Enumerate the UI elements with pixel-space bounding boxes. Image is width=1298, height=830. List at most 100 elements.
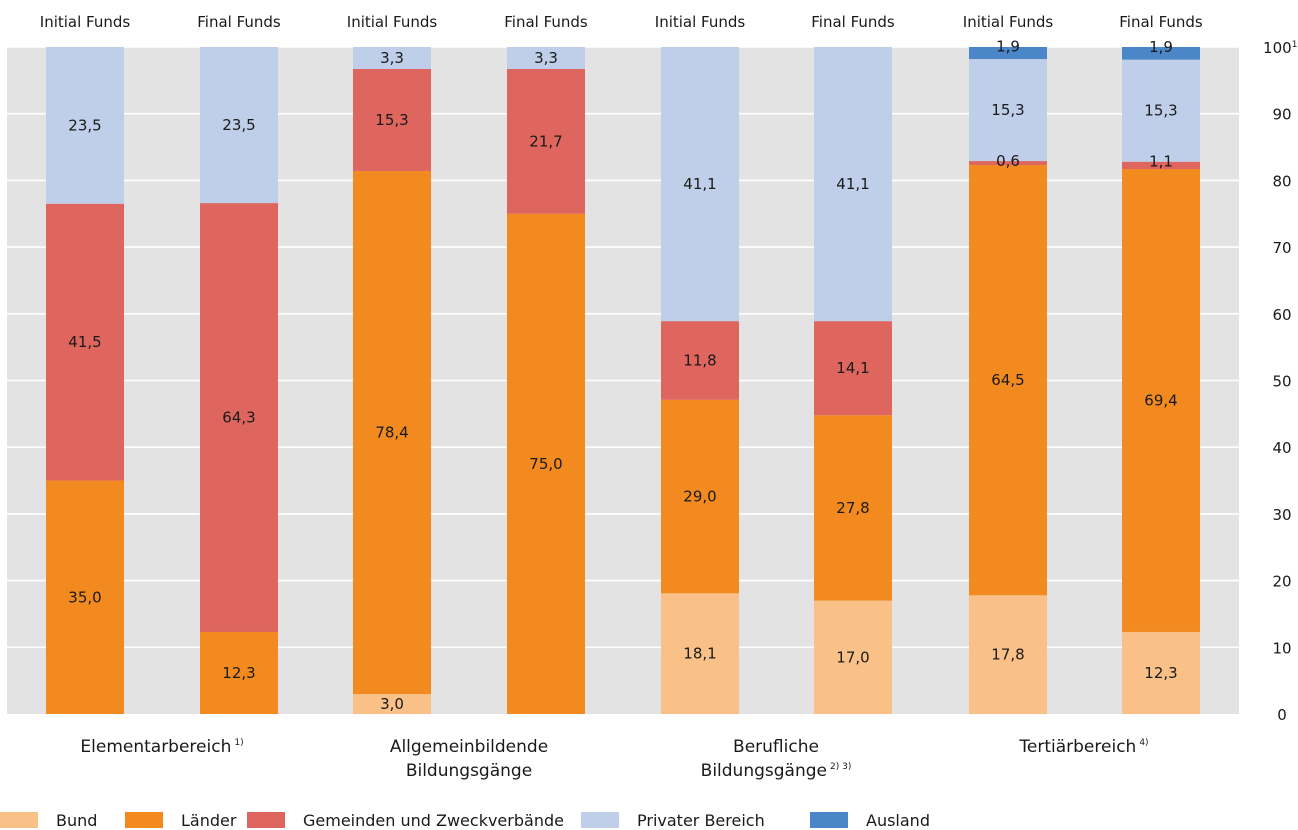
y-tick-label: 80 <box>1272 172 1291 190</box>
y-tick-label: 50 <box>1272 373 1291 391</box>
bar-segment-gemeinden-und-zweckverb-nde <box>46 203 124 481</box>
data-label: 3,3 <box>534 49 558 67</box>
data-label: 78,4 <box>375 424 408 442</box>
data-label: 64,5 <box>991 371 1024 389</box>
legend-swatch <box>810 812 848 828</box>
bar-top-labels: Initial Funds Final Funds Initial Funds Fin… <box>40 13 1203 31</box>
bar-category-label: Initial Funds <box>347 13 438 31</box>
bar-category-label: Final Funds <box>197 13 281 31</box>
data-label: 64,3 <box>222 409 255 427</box>
bar-segment-bund <box>661 593 739 714</box>
bar-segment-privater-bereich <box>969 59 1047 162</box>
value-labels: 35,0 41,5 23,5 12,3 64,3 23,5 3,0 78,4 15,3 3,3 75… <box>68 37 1177 713</box>
legend-label: Privater Bereich <box>637 810 765 830</box>
data-label: 41,5 <box>68 333 101 351</box>
data-label: 35,0 <box>68 588 101 606</box>
group-labels: Elementarbereich 1) Allgemeinbildende Bildu… <box>80 737 1148 781</box>
data-label: 17,0 <box>836 648 869 666</box>
bar-segment-l-nder <box>814 415 892 601</box>
bar-segment-ausland <box>969 47 1047 60</box>
legend-swatch <box>247 812 285 828</box>
data-label: 11,8 <box>683 351 716 369</box>
bar-segment-bund <box>353 693 431 714</box>
y-tick-label: 20 <box>1272 573 1291 591</box>
bar-segment-l-nder <box>353 171 431 694</box>
legend-swatch <box>125 812 163 828</box>
y-tick-label: 1001) <box>1263 39 1298 57</box>
data-label: 29,0 <box>683 488 716 506</box>
bar-segment-gemeinden-und-zweckverb-nde <box>1122 161 1200 170</box>
data-label: 21,7 <box>529 132 562 150</box>
bar-segment-l-nder <box>969 165 1047 596</box>
bar-segment-privater-bereich <box>661 47 739 322</box>
group-label: Bildungsgänge <box>406 761 532 781</box>
legend-swatch <box>581 812 619 828</box>
data-label: 23,5 <box>222 116 255 134</box>
bar-segment-gemeinden-und-zweckverb-nde <box>661 321 739 400</box>
data-label: 12,3 <box>222 664 255 682</box>
data-label: 23,5 <box>68 116 101 134</box>
data-label: 15,3 <box>375 111 408 129</box>
legend-item: Länder <box>125 810 236 830</box>
bar-segment-l-nder <box>1122 169 1200 632</box>
bar-segment-privater-bereich <box>507 47 585 70</box>
data-label: 1,9 <box>1149 38 1173 56</box>
legend-label: Länder <box>181 810 237 830</box>
data-label: 12,3 <box>1144 664 1177 682</box>
data-label: 18,1 <box>683 645 716 663</box>
legend: Bund Länder Gemeinden und Zweckverbände Pri… <box>0 810 1298 830</box>
bar-segment-privater-bereich <box>353 47 431 70</box>
bar-category-label: Final Funds <box>1119 13 1203 31</box>
y-tick-label: 10 <box>1272 639 1291 657</box>
bar-segment-l-nder <box>507 213 585 714</box>
bar-segment-l-nder <box>200 631 278 714</box>
legend-item: Privater Bereich <box>581 810 765 830</box>
legend-label: Ausland <box>866 810 930 830</box>
data-label: 15,3 <box>991 101 1024 119</box>
bar-segment-gemeinden-und-zweckverb-nde <box>507 69 585 214</box>
group-label: Bildungsgänge 2) 3) <box>701 761 852 781</box>
group-label: Elementarbereich 1) <box>80 737 243 757</box>
legend-item: Bund <box>0 810 97 830</box>
bar-segment-privater-bereich <box>1122 59 1200 162</box>
data-label: 41,1 <box>836 175 869 193</box>
legend-label: Gemeinden und Zweckverbände <box>303 810 564 830</box>
y-tick-label: 40 <box>1272 439 1291 457</box>
bar-category-label: Final Funds <box>504 13 588 31</box>
bar-segment-gemeinden-und-zweckverb-nde <box>814 321 892 416</box>
data-label: 3,0 <box>380 695 404 713</box>
bar-category-label: Final Funds <box>811 13 895 31</box>
legend-label: Bund <box>56 810 98 830</box>
bar-segment-privater-bereich <box>46 47 124 204</box>
bar-segment-bund <box>814 600 892 714</box>
bar-segment-gemeinden-und-zweckverb-nde <box>200 203 278 632</box>
data-label: 41,1 <box>683 175 716 193</box>
data-label: 69,4 <box>1144 392 1177 410</box>
data-label: 17,8 <box>991 646 1024 664</box>
bar-segment-privater-bereich <box>814 47 892 322</box>
bar-segment-gemeinden-und-zweckverb-nde <box>969 161 1047 166</box>
legend-item: Ausland <box>810 810 930 830</box>
data-label: 1,1 <box>1149 153 1173 171</box>
legend-item: Gemeinden und Zweckverbände <box>247 810 564 830</box>
bar-segment-bund <box>1122 631 1200 714</box>
legend-swatch <box>0 812 38 828</box>
data-label: 14,1 <box>836 359 869 377</box>
bar-segment-gemeinden-und-zweckverb-nde <box>353 69 431 172</box>
data-label: 15,3 <box>1144 102 1177 120</box>
y-tick-label: 30 <box>1272 506 1291 524</box>
y-tick-label: 0 <box>1277 706 1287 724</box>
bars <box>46 47 1200 714</box>
bar-category-label: Initial Funds <box>40 13 131 31</box>
bar-category-label: Initial Funds <box>655 13 746 31</box>
group-label: Tertiärbereich 4) <box>1018 737 1148 757</box>
data-label: 1,9 <box>996 37 1020 55</box>
bar-segment-bund <box>969 595 1047 714</box>
data-label: 3,3 <box>380 49 404 67</box>
y-tick-label: 90 <box>1272 106 1291 124</box>
group-label: Allgemeinbildende <box>390 737 548 757</box>
y-tick-label: 60 <box>1272 306 1291 324</box>
bar-segment-l-nder <box>661 399 739 594</box>
y-tick-label: 70 <box>1272 239 1291 257</box>
